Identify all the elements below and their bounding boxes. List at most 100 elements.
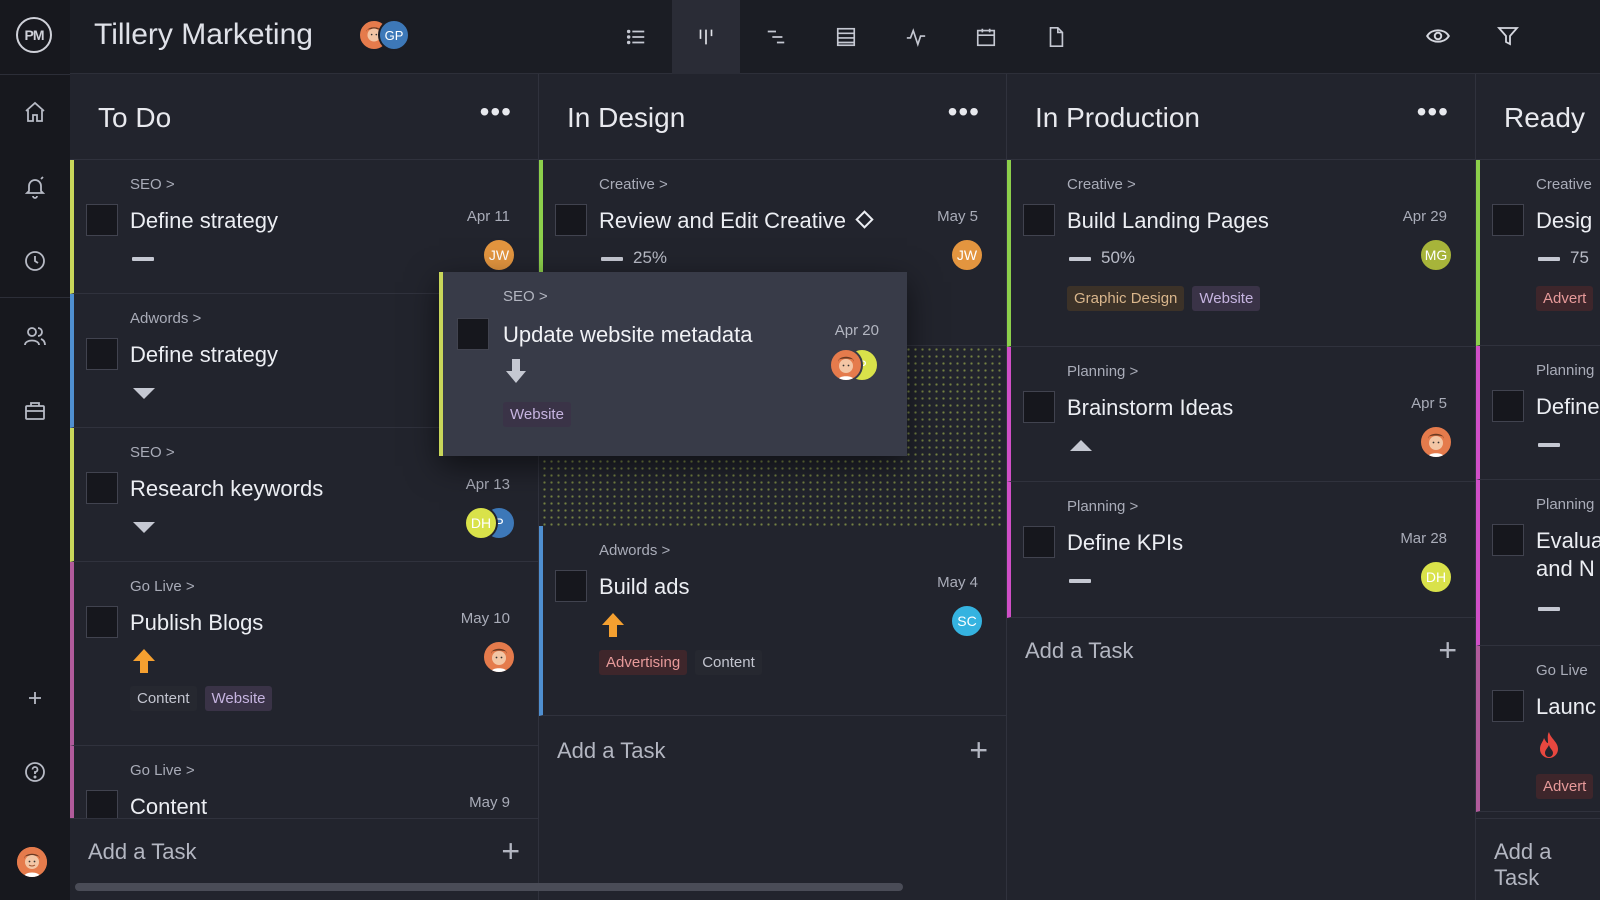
task-breadcrumb[interactable]: Go Live > <box>130 578 195 595</box>
task-card[interactable]: Planning > Define KPIs Mar 28 DH <box>1007 482 1475 618</box>
task-checkbox[interactable] <box>1492 390 1524 422</box>
calendar-view-icon[interactable] <box>952 0 1020 74</box>
app-logo[interactable]: PM <box>16 17 52 53</box>
task-breadcrumb[interactable]: SEO > <box>130 444 175 461</box>
task-name[interactable]: Evalua <box>1536 528 1600 553</box>
team-icon[interactable] <box>23 324 47 348</box>
home-icon[interactable] <box>23 100 47 124</box>
task-name[interactable]: Define strategy <box>130 342 278 367</box>
task-checkbox[interactable] <box>1492 524 1524 556</box>
assignee-avatar[interactable] <box>482 640 516 674</box>
add-task-label[interactable]: Add a Task <box>557 738 666 763</box>
task-breadcrumb[interactable]: Go Live <box>1536 662 1588 679</box>
task-name[interactable]: Publish Blogs <box>130 610 264 635</box>
board-view-icon[interactable] <box>672 0 740 74</box>
plus-icon[interactable]: + <box>501 833 520 869</box>
tag-graphic-design[interactable]: Graphic Design <box>1067 286 1185 311</box>
task-breadcrumb[interactable]: Planning > <box>1067 363 1139 380</box>
tag-content[interactable]: Content <box>695 650 762 675</box>
user-avatar[interactable] <box>17 847 47 877</box>
task-card[interactable]: Creative > Build Landing Pages Apr 29 50… <box>1007 160 1475 347</box>
task-card[interactable]: SEO > Define strategy Apr 11 JW <box>70 160 538 294</box>
portfolio-icon[interactable] <box>23 399 47 423</box>
task-checkbox[interactable] <box>1023 204 1055 236</box>
task-breadcrumb[interactable]: Planning <box>1536 362 1595 379</box>
task-checkbox[interactable] <box>1492 204 1524 236</box>
tag-advertising[interactable]: Advertising <box>599 650 688 675</box>
task-breadcrumb[interactable]: Adwords > <box>599 542 671 559</box>
task-checkbox[interactable] <box>86 790 118 822</box>
assignee-avatar[interactable]: MG <box>1419 238 1453 272</box>
task-checkbox[interactable] <box>1023 391 1055 423</box>
column-menu-button[interactable]: ••• <box>1416 96 1449 127</box>
task-card[interactable]: Adwords > Build ads May 4 SC Advertising… <box>539 526 1006 716</box>
gantt-view-icon[interactable] <box>742 0 810 74</box>
task-breadcrumb[interactable]: Adwords > <box>130 310 202 327</box>
column-menu-button[interactable]: ••• <box>479 96 512 127</box>
task-card[interactable]: Planning > Brainstorm Ideas Apr 5 <box>1007 347 1475 482</box>
tag-content[interactable]: Content <box>130 686 197 711</box>
plus-icon[interactable]: + <box>969 732 988 768</box>
task-breadcrumb[interactable]: SEO > <box>503 288 548 305</box>
assignee-avatar[interactable]: SC <box>950 604 984 638</box>
task-breadcrumb[interactable]: Creative <box>1536 176 1592 193</box>
task-card[interactable]: Go Live Launc Advert <box>1476 646 1600 812</box>
task-name[interactable]: Research keywords <box>130 476 324 501</box>
task-name[interactable]: Content <box>130 794 208 819</box>
task-checkbox[interactable] <box>1023 526 1055 558</box>
member-avatar[interactable]: GP <box>378 19 410 51</box>
tag-advertising[interactable]: Advert <box>1536 286 1594 311</box>
list-view-icon[interactable] <box>602 0 670 74</box>
add-task-button[interactable]: Add a Task <box>1476 818 1600 890</box>
task-name[interactable]: Review and Edit Creative <box>599 208 874 234</box>
tag-website[interactable]: Website <box>503 402 571 427</box>
task-card[interactable]: Creative Desig 75 Advert <box>1476 160 1600 346</box>
assignee-avatar[interactable]: DH <box>1419 560 1453 594</box>
task-name-text[interactable]: Review and Edit Creative <box>599 208 847 233</box>
tag-advertising[interactable]: Advert <box>1536 774 1594 799</box>
filter-icon[interactable] <box>1494 22 1522 50</box>
task-breadcrumb[interactable]: Planning > <box>1067 498 1139 515</box>
notifications-icon[interactable] <box>23 175 47 199</box>
column-menu-button[interactable]: ••• <box>947 96 980 127</box>
task-checkbox[interactable] <box>457 318 489 350</box>
task-name[interactable]: Define strategy <box>130 208 278 233</box>
horizontal-scrollbar[interactable] <box>75 883 903 891</box>
add-task-label[interactable]: Add a Task <box>1494 839 1552 890</box>
sheet-view-icon[interactable] <box>812 0 880 74</box>
tag-website[interactable]: Website <box>1192 286 1261 311</box>
dashboard-view-icon[interactable] <box>882 0 950 74</box>
task-breadcrumb[interactable]: Planning <box>1536 496 1595 513</box>
add-task-button[interactable]: Add a Task + <box>539 718 1006 788</box>
task-name[interactable]: Launc <box>1536 694 1596 719</box>
task-name-line2[interactable]: and N <box>1536 556 1595 581</box>
task-checkbox[interactable] <box>1492 690 1524 722</box>
tag-website[interactable]: Website <box>204 686 273 711</box>
task-name[interactable]: Brainstorm Ideas <box>1067 395 1234 420</box>
assignee-avatar[interactable]: DH <box>464 506 498 540</box>
task-breadcrumb[interactable]: SEO > <box>130 176 175 193</box>
task-card[interactable]: Planning Define <box>1476 346 1600 480</box>
assignee-avatar[interactable]: JW <box>482 238 516 272</box>
task-name[interactable]: Define <box>1536 394 1600 419</box>
assignee-avatar[interactable] <box>829 348 863 382</box>
task-name[interactable]: Build ads <box>599 574 690 599</box>
add-task-button[interactable]: Add a Task + <box>1007 618 1475 688</box>
task-breadcrumb[interactable]: Creative > <box>599 176 668 193</box>
task-checkbox[interactable] <box>86 204 118 236</box>
help-icon[interactable] <box>23 760 47 784</box>
eye-icon[interactable] <box>1424 22 1452 50</box>
task-name[interactable]: Define KPIs <box>1067 530 1184 555</box>
plus-icon[interactable]: + <box>1438 632 1457 668</box>
files-view-icon[interactable] <box>1022 0 1090 74</box>
task-checkbox[interactable] <box>555 204 587 236</box>
dragging-task-card[interactable]: SEO > Update website metadata Apr 20 P W… <box>439 272 907 456</box>
add-task-button[interactable]: Add a Task + <box>70 818 538 888</box>
add-icon[interactable] <box>23 686 47 710</box>
task-card[interactable]: Planning Evalua and N <box>1476 480 1600 646</box>
task-card[interactable]: Go Live > Publish Blogs May 10 Content W… <box>70 562 538 746</box>
assignee-avatar[interactable] <box>1419 425 1453 459</box>
add-task-label[interactable]: Add a Task <box>88 839 197 864</box>
task-checkbox[interactable] <box>555 570 587 602</box>
task-checkbox[interactable] <box>86 338 118 370</box>
